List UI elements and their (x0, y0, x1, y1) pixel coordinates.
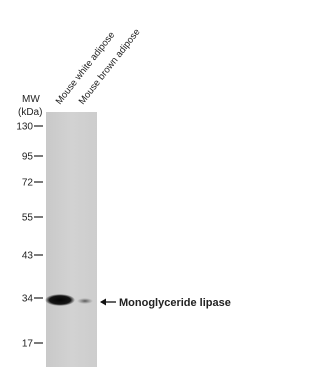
membrane (46, 112, 97, 367)
marker-label: 130 (16, 122, 33, 133)
marker-label: 17 (22, 339, 34, 350)
target-label: Monoglyceride lipase (119, 297, 231, 309)
marker-label: 55 (22, 213, 34, 224)
western-blot: MW (kDa) Mouse white adipose Mouse brown… (0, 0, 244, 367)
marker-label: 95 (22, 152, 34, 163)
band (45, 294, 75, 306)
arrow-head (100, 299, 106, 306)
marker-label: 34 (22, 294, 34, 305)
mw-unit: (kDa) (18, 107, 42, 118)
marker-label: 43 (22, 251, 34, 262)
mw-label: MW (22, 94, 40, 105)
band (77, 298, 93, 304)
target-annotation: Monoglyceride lipase (100, 297, 231, 309)
marker-label: 72 (22, 178, 34, 189)
